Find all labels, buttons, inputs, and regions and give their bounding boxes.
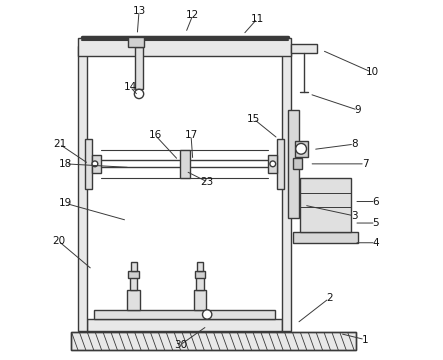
Text: 11: 11 bbox=[251, 14, 264, 24]
Bar bbox=[85, 139, 93, 189]
Text: 17: 17 bbox=[184, 130, 198, 140]
Bar bbox=[93, 155, 101, 173]
Text: 23: 23 bbox=[201, 177, 214, 187]
Text: 16: 16 bbox=[148, 130, 162, 140]
Bar bbox=[78, 45, 87, 330]
Text: 3: 3 bbox=[351, 211, 358, 221]
Circle shape bbox=[270, 161, 276, 167]
Text: 15: 15 bbox=[247, 114, 260, 124]
Text: 5: 5 bbox=[373, 218, 379, 228]
Bar bbox=[127, 291, 140, 310]
Circle shape bbox=[134, 89, 144, 99]
Text: 13: 13 bbox=[132, 6, 146, 17]
Text: 19: 19 bbox=[59, 198, 72, 208]
Text: 30: 30 bbox=[174, 340, 187, 350]
Text: 18: 18 bbox=[59, 159, 72, 169]
Text: 4: 4 bbox=[373, 238, 379, 248]
Text: 20: 20 bbox=[52, 236, 65, 246]
Bar bbox=[87, 319, 283, 330]
Bar bbox=[194, 291, 206, 310]
Bar bbox=[268, 155, 277, 173]
Bar bbox=[180, 149, 190, 178]
Bar bbox=[128, 271, 139, 278]
Bar bbox=[283, 45, 291, 330]
Bar bbox=[131, 262, 136, 271]
Text: 6: 6 bbox=[373, 197, 379, 207]
Text: 14: 14 bbox=[124, 82, 137, 92]
Circle shape bbox=[296, 143, 307, 154]
Text: 1: 1 bbox=[361, 334, 368, 345]
Text: 7: 7 bbox=[361, 159, 368, 169]
Bar bbox=[128, 37, 144, 47]
Bar bbox=[293, 232, 358, 243]
Bar bbox=[194, 271, 206, 278]
Bar bbox=[197, 262, 203, 271]
Bar bbox=[300, 178, 350, 232]
Text: 2: 2 bbox=[326, 293, 332, 303]
Circle shape bbox=[92, 161, 98, 167]
Text: 21: 21 bbox=[53, 139, 66, 149]
Bar bbox=[295, 140, 307, 157]
Text: 12: 12 bbox=[186, 10, 199, 20]
Circle shape bbox=[202, 310, 212, 319]
Bar bbox=[277, 139, 284, 189]
Bar bbox=[78, 39, 291, 56]
Bar bbox=[288, 110, 299, 218]
Bar bbox=[71, 332, 356, 350]
Bar bbox=[196, 276, 204, 291]
Bar bbox=[71, 332, 356, 350]
Bar bbox=[136, 47, 143, 89]
Bar bbox=[94, 310, 275, 319]
Text: 9: 9 bbox=[354, 105, 361, 115]
Bar bbox=[293, 158, 302, 169]
Text: 8: 8 bbox=[351, 139, 358, 149]
Text: 10: 10 bbox=[365, 67, 379, 77]
Bar bbox=[291, 44, 317, 53]
Bar bbox=[130, 276, 137, 291]
